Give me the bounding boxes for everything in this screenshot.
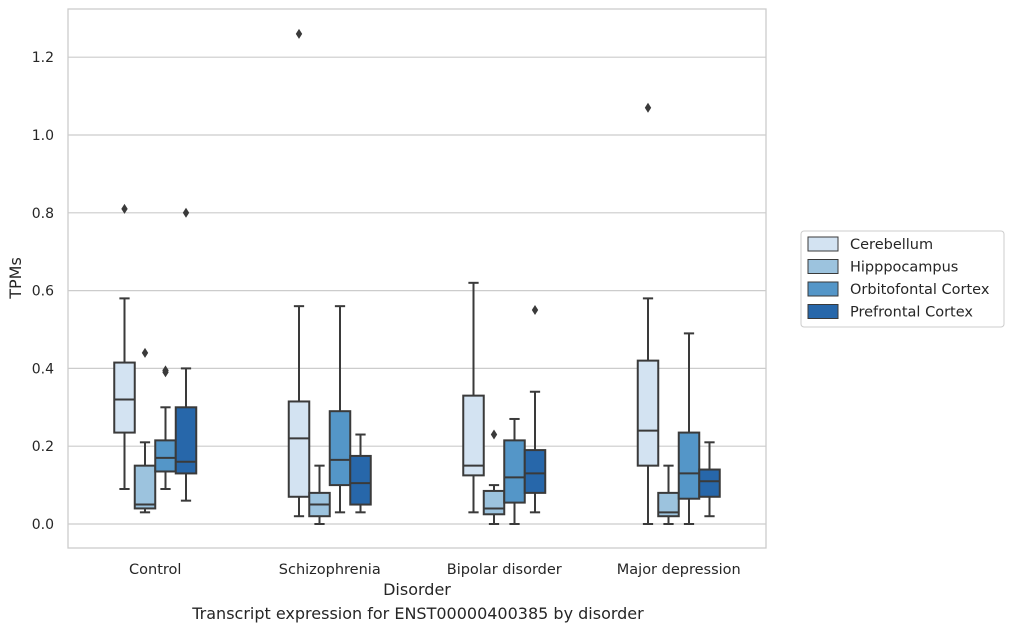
box-iqr bbox=[657, 491, 680, 518]
legend-label: Prefrontal Cortex bbox=[850, 305, 973, 321]
box-iqr bbox=[328, 410, 352, 487]
chart-legend: Cerebellum Hipppocampus Orbitofontal Corte… bbox=[800, 230, 1005, 328]
legend-swatch bbox=[807, 259, 839, 274]
outlier-point bbox=[644, 102, 652, 113]
outlier-point bbox=[182, 207, 190, 218]
legend-label: Hipppocampus bbox=[850, 260, 958, 276]
box-hipppocampus bbox=[133, 347, 157, 514]
box-cerebellum bbox=[462, 281, 485, 514]
x-axis-label: Disorder bbox=[383, 580, 451, 599]
legend-frame bbox=[800, 230, 1005, 328]
box-hipppocampus bbox=[657, 464, 680, 525]
box-iqr bbox=[503, 439, 526, 504]
box-cerebellum bbox=[113, 203, 136, 490]
x-tick-label: Control bbox=[129, 562, 181, 578]
y-tick-label: 0.6 bbox=[32, 284, 54, 300]
y-axis-label: TPMs bbox=[6, 257, 25, 300]
box-orbitofontal-cortex bbox=[677, 332, 701, 525]
legend-swatch bbox=[807, 236, 839, 252]
y-tick-label: 1.2 bbox=[32, 50, 54, 66]
legend-label: Orbitofontal Cortex bbox=[850, 282, 990, 298]
outlier-point bbox=[490, 429, 498, 440]
box-iqr bbox=[462, 394, 485, 477]
x-tick-label: Schizophrenia bbox=[279, 562, 381, 578]
outlier-point bbox=[295, 28, 303, 39]
plot-frame bbox=[67, 8, 767, 549]
box-prefrontal-cortex bbox=[174, 207, 198, 502]
y-tick-label: 0.8 bbox=[32, 206, 54, 222]
box-iqr bbox=[636, 359, 660, 467]
box-prefrontal-cortex bbox=[523, 305, 547, 514]
outlier-point bbox=[121, 203, 128, 214]
outlier-point bbox=[141, 347, 149, 358]
chart-caption: Transcript expression for ENST0000040038… bbox=[192, 604, 644, 623]
box-iqr bbox=[287, 400, 311, 498]
x-tick-label: Major depression bbox=[617, 562, 741, 578]
box-prefrontal-cortex bbox=[349, 433, 372, 514]
box-hipppocampus bbox=[308, 464, 331, 525]
outlier-point bbox=[531, 305, 539, 316]
box-iqr bbox=[113, 361, 136, 434]
box-iqr bbox=[698, 468, 721, 498]
box-cerebellum bbox=[636, 102, 660, 525]
box-iqr bbox=[154, 439, 177, 473]
legend-label: Cerebellum bbox=[850, 237, 933, 253]
box-iqr bbox=[174, 406, 198, 475]
y-tick-label: 0.4 bbox=[32, 361, 54, 377]
box-iqr bbox=[677, 431, 701, 500]
y-tick-label: 1.0 bbox=[32, 128, 54, 144]
box-iqr bbox=[482, 489, 506, 516]
box-orbitofontal-cortex bbox=[154, 365, 177, 490]
box-iqr bbox=[523, 449, 547, 494]
legend-swatch bbox=[807, 281, 839, 297]
box-hipppocampus bbox=[482, 429, 506, 525]
x-tick-label: Bipolar disorder bbox=[447, 562, 562, 578]
box-orbitofontal-cortex bbox=[503, 417, 526, 525]
y-tick-label: 0.2 bbox=[32, 439, 54, 455]
box-orbitofontal-cortex bbox=[328, 305, 352, 514]
box-iqr bbox=[349, 454, 372, 506]
legend-swatch bbox=[807, 304, 839, 319]
outlier-point bbox=[162, 365, 169, 376]
box-prefrontal-cortex bbox=[698, 441, 721, 518]
box-iqr bbox=[133, 464, 157, 510]
box-cerebellum bbox=[287, 28, 311, 518]
y-tick-label: 0.0 bbox=[32, 517, 54, 533]
